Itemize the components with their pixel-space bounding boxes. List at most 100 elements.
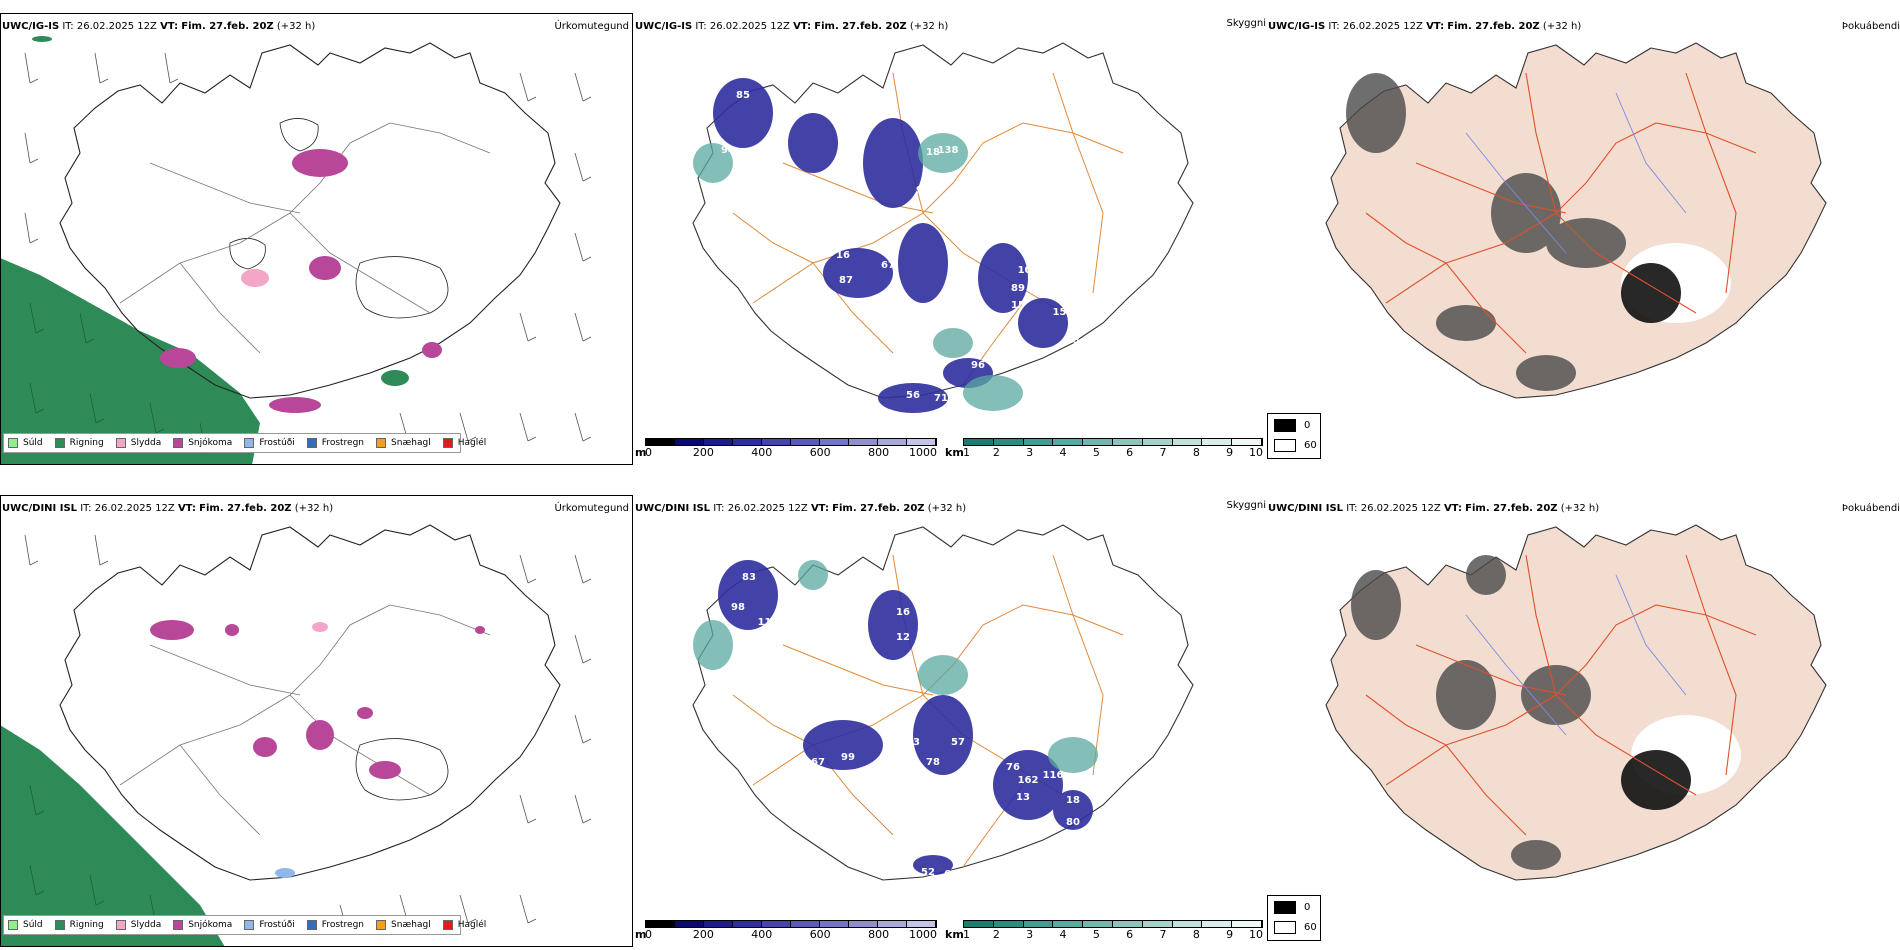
colorbar-tick-label: 1 [963, 446, 970, 459]
colorbar-cell [878, 439, 907, 445]
legend-swatch [173, 920, 184, 930]
colorbar-cell [907, 439, 936, 445]
vis-value-label: 162 [1018, 775, 1039, 786]
vt-value: Fim. 27.feb. 20Z [832, 503, 925, 514]
colorbar-cell [1232, 921, 1262, 927]
vis-value-label: 94 [721, 145, 735, 156]
precip-legend: Súld Rigning Slydda Snjókoma Frostúði Frostre… [3, 433, 486, 453]
legend-swatch [442, 438, 453, 448]
colorbar-cell [1083, 921, 1113, 927]
colorbar-tick-label: 0 [645, 928, 652, 941]
fog-legend-row: 60 [1274, 439, 1317, 452]
panel-title-vis: Skyggni [1226, 500, 1266, 511]
vt-label: VT: [1426, 21, 1445, 32]
colorbar-tick-label: 10 [1249, 928, 1263, 941]
it-label: IT: [713, 503, 725, 514]
model-name: UWC/IG-IS [1268, 21, 1326, 32]
visibility-unit: km [945, 446, 964, 459]
legend-item: Snjókoma [173, 920, 232, 930]
fog-legend-swatch [1274, 901, 1296, 914]
vis-value-label: 256 [953, 215, 974, 226]
vis-map-bottom: 83 98 117 16 12 111 142 256 57 67 99 63 78 19 116 162 76… [692, 524, 1194, 881]
vis-value-label: 67 [811, 757, 825, 768]
vis-value-label: 56 [906, 390, 920, 401]
colorbar-tick-label: 6 [1126, 928, 1134, 941]
legend-item: Frostúði [244, 438, 295, 448]
colorbar-cell [820, 439, 849, 445]
colorbar-tick-label: 200 [692, 928, 714, 941]
vis-value-label: 57 [951, 737, 965, 748]
legend-item: Frostregn [306, 920, 365, 930]
precip-panel-bottom: UWC/DINI ISL IT: 26.02.2025 12Z VT: Fim.… [0, 495, 633, 947]
vis-value-label: 91 [916, 185, 930, 196]
ceiling-unit: m [635, 446, 647, 459]
lead-time: (+32 h) [276, 21, 316, 32]
colorbar-tick-label: 400 [751, 446, 773, 459]
panel-header: UWC/DINI ISL IT: 26.02.2025 12Z VT: Fim.… [2, 503, 333, 515]
colorbar-cell [675, 921, 704, 927]
legend-label: Frostregn [321, 920, 365, 930]
iceland-outline [59, 42, 561, 399]
fog-legend-swatch [1274, 439, 1296, 452]
it-value: 26.02.2025 12Z [727, 503, 808, 514]
vis-value-label: 16 [896, 607, 910, 618]
colorbar-tick-label: 1000 [909, 446, 937, 459]
legend-swatch [442, 920, 453, 930]
vis-value-label: 108 [1018, 265, 1039, 276]
colorbar-ticks: 1 2 3 4 5 6 7 8 9 10 [963, 928, 1263, 941]
colorbar-tick-label: 400 [751, 928, 773, 941]
legend-label: Súld [23, 438, 43, 448]
legend-swatch [244, 438, 255, 448]
legend-swatch [115, 920, 126, 930]
precip-map-bottom [1, 524, 592, 946]
fog-legend-row: 0 [1274, 419, 1310, 432]
fog-legend-label: 0 [1304, 902, 1311, 913]
colorbar-cell [1023, 921, 1054, 927]
vis-value-label: 83 [756, 185, 770, 196]
colorbar-cell [1053, 439, 1084, 445]
legend-swatch [306, 920, 317, 930]
legend-item: Rigning [54, 438, 104, 448]
fog-legend-label: 60 [1304, 922, 1317, 933]
fog-legend-label: 60 [1304, 440, 1317, 451]
vis-value-label: 16 [836, 250, 850, 261]
colorbar-tick-label: 9 [1226, 446, 1234, 459]
colorbar-cell [1083, 439, 1113, 445]
legend-item: Súld [8, 920, 43, 930]
vis-panel-top: 85 94 83 67 87 16 91 138 18 256 108 89 15 154 73 96 56 71… [633, 13, 1266, 465]
legend-label: Snæhagl [391, 438, 431, 448]
legend-label: Snæhagl [391, 920, 431, 930]
vis-value-label: 18 [1066, 795, 1080, 806]
legend-label: Slydda [130, 920, 162, 930]
colorbar-cell [704, 921, 733, 927]
vis-value-label: 67 [881, 260, 895, 271]
colorbar-cell [878, 921, 907, 927]
colorbar-cells [645, 920, 937, 928]
colorbar-cell [646, 439, 675, 445]
colorbar-tick-label: 1000 [909, 928, 937, 941]
panel-header: UWC/IG-IS IT: 26.02.2025 12Z VT: Fim. 27… [2, 21, 315, 33]
vis-value-label: 116 [1043, 770, 1064, 781]
colorbar-cell [1053, 921, 1084, 927]
colorbar-tick-label: 800 [868, 446, 890, 459]
ceiling-unit: m [635, 928, 647, 941]
vt-label: VT: [177, 503, 196, 514]
vis-value-label: 138 [938, 145, 959, 156]
colorbar-cell [1172, 439, 1203, 445]
colorbar-ticks: 0 200 400 600 800 1000 [645, 446, 937, 459]
legend-item: Frostúði [244, 920, 295, 930]
vis-value-label: 98 [731, 602, 745, 613]
colorbar-tick-label: 800 [868, 928, 890, 941]
colorbar-tick-label: 0 [645, 446, 652, 459]
legend-swatch [376, 438, 387, 448]
model-name: UWC/IG-IS [635, 21, 693, 32]
lead-time: (+32 h) [1542, 21, 1582, 32]
legend-label: Haglél [457, 438, 487, 448]
vis-value-label: 15 [1011, 300, 1025, 311]
colorbar-cell [849, 439, 878, 445]
legend-swatch [376, 920, 387, 930]
visibility-unit: km [945, 928, 964, 941]
precip-panel-frame [0, 495, 633, 947]
panel-title-precip: Úrkomutegund [554, 21, 629, 32]
vt-label: VT: [793, 21, 812, 32]
